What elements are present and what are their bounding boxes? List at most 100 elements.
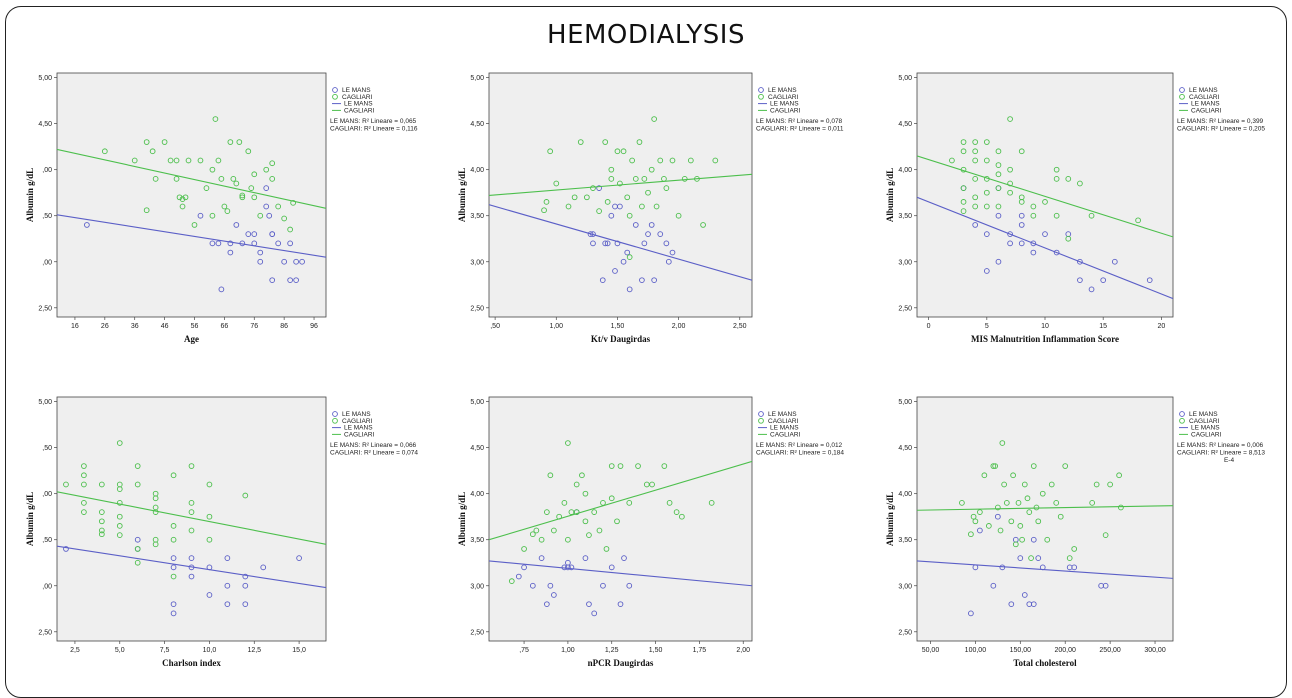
point-le-mans bbox=[170, 555, 177, 561]
point-le-mans bbox=[1071, 564, 1078, 571]
point-cagliari bbox=[1035, 518, 1042, 525]
point-cagliari bbox=[63, 481, 69, 488]
point-cagliari bbox=[582, 518, 589, 525]
point-le-mans bbox=[604, 240, 611, 247]
point-cagliari bbox=[972, 194, 979, 201]
point-cagliari bbox=[590, 185, 596, 191]
y-tick-label: 4,00 bbox=[898, 491, 912, 498]
x-axis-label: Charlson index bbox=[162, 658, 221, 668]
point-le-mans bbox=[608, 564, 615, 571]
point-cagliari bbox=[239, 192, 246, 199]
point-le-mans bbox=[1042, 231, 1048, 237]
point-le-mans bbox=[257, 249, 264, 256]
point-le-mans bbox=[245, 231, 252, 237]
legend-marker bbox=[1179, 87, 1185, 93]
point-le-mans bbox=[293, 258, 299, 265]
point-cagliari bbox=[608, 463, 615, 469]
y-axis-label: Albumin g/dL bbox=[25, 168, 35, 222]
point-cagliari bbox=[1030, 212, 1037, 219]
x-tick-label: 46 bbox=[161, 323, 169, 330]
point-cagliari bbox=[533, 527, 540, 534]
point-cagliari bbox=[1008, 518, 1015, 525]
legend-marker-label: LE MANS bbox=[768, 411, 797, 418]
point-le-mans bbox=[599, 277, 606, 284]
x-tick-label: 2,00 bbox=[672, 323, 686, 330]
x-tick-label: 5 bbox=[985, 323, 989, 330]
point-le-mans bbox=[233, 222, 240, 228]
plot-marks bbox=[917, 116, 1173, 300]
point-cagliari bbox=[972, 203, 979, 210]
point-cagliari bbox=[98, 481, 105, 488]
point-le-mans bbox=[641, 240, 648, 247]
fit-line-le-mans bbox=[57, 214, 326, 258]
point-le-mans bbox=[521, 564, 527, 571]
point-cagliari bbox=[134, 559, 141, 566]
point-cagliari bbox=[251, 194, 258, 201]
y-tick-label: 2,50 bbox=[38, 305, 52, 312]
point-le-mans bbox=[299, 258, 305, 265]
point-cagliari bbox=[972, 518, 979, 525]
point-le-mans bbox=[188, 555, 195, 561]
point-cagliari bbox=[116, 513, 123, 520]
y-axis-label: Albumin g/dL bbox=[25, 492, 35, 546]
legend-r2-text: CAGLIARI: R² Lineare = 8,513 bbox=[1177, 449, 1265, 456]
y-tick-label: 5,00 bbox=[470, 399, 484, 406]
x-tick-label: 150,00 bbox=[1010, 647, 1032, 654]
point-cagliari bbox=[1010, 472, 1016, 479]
point-cagliari bbox=[1053, 176, 1060, 182]
point-cagliari bbox=[657, 157, 664, 164]
point-cagliari bbox=[960, 199, 967, 205]
point-cagliari bbox=[641, 176, 648, 182]
point-cagliari bbox=[251, 171, 258, 178]
y-tick-label: 2,50 bbox=[470, 305, 484, 312]
point-le-mans bbox=[624, 249, 631, 256]
x-tick-label: 2,00 bbox=[736, 647, 750, 654]
point-cagliari bbox=[983, 139, 990, 145]
point-cagliari bbox=[1028, 555, 1034, 561]
legend-marker bbox=[332, 93, 338, 100]
fit-line-cagliari bbox=[57, 491, 326, 545]
y-tick-label: 4,50 bbox=[470, 121, 484, 128]
legend-r2-text: LE MANS: R² Lineare = 0,012 bbox=[756, 442, 843, 449]
y-tick-label: ,00 bbox=[42, 583, 52, 590]
x-tick-label: 86 bbox=[280, 323, 288, 330]
point-cagliari bbox=[639, 203, 645, 210]
point-le-mans bbox=[1077, 258, 1083, 265]
point-cagliari bbox=[281, 215, 288, 222]
y-tick-label: ,50 bbox=[42, 537, 52, 544]
point-cagliari bbox=[983, 189, 990, 196]
point-le-mans bbox=[648, 222, 655, 228]
point-cagliari bbox=[1102, 532, 1109, 538]
legend-marker bbox=[1179, 417, 1185, 424]
point-cagliari bbox=[1042, 199, 1048, 205]
point-cagliari bbox=[708, 500, 715, 506]
plot-area bbox=[916, 72, 1174, 318]
point-cagliari bbox=[568, 509, 575, 515]
point-le-mans bbox=[227, 249, 234, 256]
plot-marks bbox=[57, 440, 326, 617]
point-le-mans bbox=[617, 203, 623, 210]
point-cagliari bbox=[573, 509, 580, 515]
point-cagliari bbox=[81, 509, 87, 515]
legend-marker bbox=[758, 411, 764, 417]
point-cagliari bbox=[626, 254, 633, 261]
point-le-mans bbox=[669, 249, 676, 256]
point-le-mans bbox=[632, 222, 639, 228]
legend-fit-label: LE MANS bbox=[1191, 101, 1220, 108]
point-le-mans bbox=[263, 185, 270, 191]
point-cagliari bbox=[81, 472, 87, 479]
point-cagliari bbox=[565, 536, 571, 543]
point-cagliari bbox=[649, 481, 655, 488]
x-tick-label: 96 bbox=[310, 323, 318, 330]
point-cagliari bbox=[170, 536, 177, 543]
point-cagliari bbox=[1053, 166, 1060, 173]
point-le-mans bbox=[224, 582, 231, 589]
point-cagliari bbox=[624, 194, 631, 201]
point-le-mans bbox=[645, 231, 651, 237]
point-le-mans bbox=[591, 610, 598, 617]
point-cagliari bbox=[661, 463, 668, 469]
point-le-mans bbox=[626, 582, 633, 589]
point-le-mans bbox=[614, 240, 621, 247]
point-le-mans bbox=[215, 240, 222, 247]
point-cagliari bbox=[1001, 481, 1007, 488]
